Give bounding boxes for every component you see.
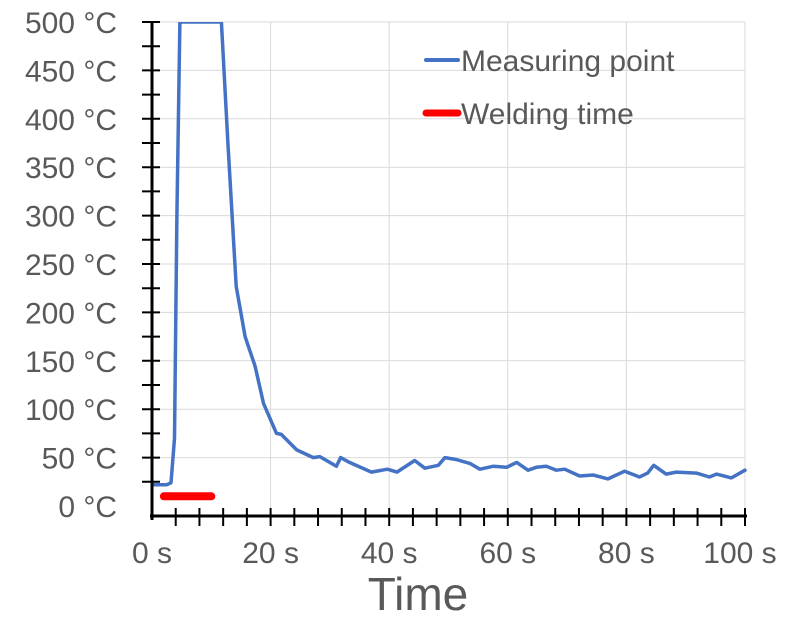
y-tick-label: 450 °C — [25, 55, 117, 88]
legend-label-welding-time: Welding time — [461, 98, 634, 131]
y-tick-label: 500 °C — [25, 7, 117, 40]
y-tick-label: 350 °C — [25, 152, 117, 185]
series-measuring-point-line — [152, 22, 747, 487]
x-tick-label: 80 s — [598, 537, 655, 570]
y-tick-labels: 0 °C 50 °C 100 °C 150 °C 200 °C 250 °C 300 °C 3… — [25, 7, 117, 524]
x-tick-label: 60 s — [479, 537, 536, 570]
plot-area — [152, 22, 747, 501]
x-tick-label: 40 s — [361, 537, 418, 570]
x-axis-title: Time — [368, 568, 469, 620]
y-tick-label: 400 °C — [25, 104, 117, 137]
legend-label-measuring-point: Measuring point — [461, 45, 675, 78]
y-tick-label: 0 °C — [58, 491, 117, 524]
gridlines — [152, 21, 746, 516]
y-tick-label: 50 °C — [42, 443, 117, 476]
x-tick-labels: 0 s 20 s 40 s 60 s 80 s 100 s — [132, 537, 777, 570]
x-tick-label: 0 s — [132, 537, 172, 570]
y-tick-label: 100 °C — [25, 394, 117, 427]
axes — [142, 21, 747, 526]
x-tick-label: 20 s — [242, 537, 299, 570]
y-tick-label: 150 °C — [25, 346, 117, 379]
x-tick-label: 100 s — [703, 537, 776, 570]
y-tick-label: 300 °C — [25, 201, 117, 234]
y-tick-label: 250 °C — [25, 249, 117, 282]
legend: Measuring point Welding time — [422, 45, 675, 131]
y-tick-label: 200 °C — [25, 297, 117, 330]
